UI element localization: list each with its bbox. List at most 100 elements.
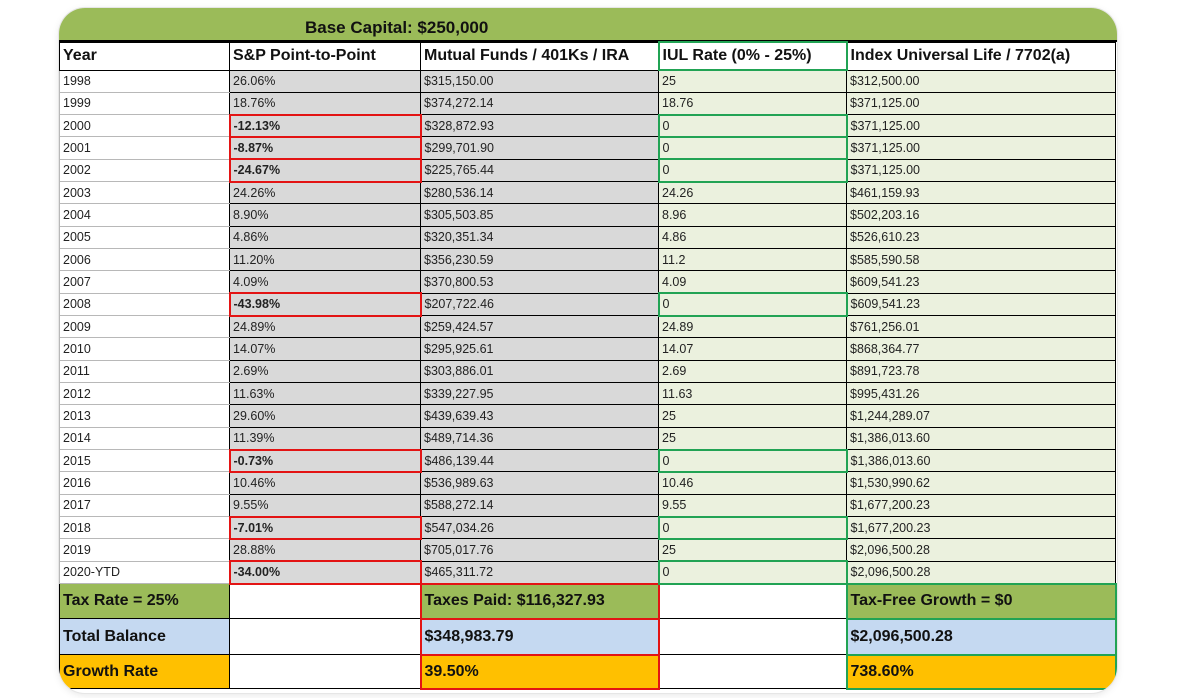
sp-return-cell: 9.55%: [229, 493, 421, 518]
mutual-funds-balance-cell: $299,701.90: [420, 136, 659, 160]
sp-return-cell: -24.67%: [228, 158, 422, 183]
sp-return-cell: 4.09%: [229, 270, 421, 294]
iul-balance-cell: $526,610.23: [846, 225, 1116, 250]
mutual-funds-balance-cell: $465,311.72: [420, 560, 659, 585]
sp-return-cell: 29.60%: [229, 404, 421, 428]
iul-balance-cell: $609,541.23: [846, 292, 1116, 317]
iul-rate-cell: 25: [658, 404, 847, 428]
year-cell: 1998: [59, 69, 230, 93]
year-cell: 2012: [59, 382, 230, 406]
summary-rows: Tax Rate = 25% Taxes Paid: $116,327.93 T…: [59, 582, 1117, 690]
growth-blank-iul-rate: [658, 654, 847, 690]
iul-rate-cell: 24.89: [658, 315, 847, 339]
table-row: 2000 -12.13% $328,872.93 0 $371,125.00: [59, 113, 1116, 138]
iul-rate-cell: 0: [657, 292, 848, 317]
table-row: 2002 -24.67% $225,765.44 0 $371,125.00: [59, 158, 1116, 183]
mutual-funds-balance-cell: $225,765.44: [420, 158, 659, 183]
title-bar: Base Capital: $250,000: [59, 8, 1117, 42]
iul-balance-cell: $371,125.00: [846, 158, 1116, 183]
table-row: 2009 24.89% $259,424.57 24.89 $761,256.01: [59, 315, 1116, 339]
mutual-funds-balance-cell: $339,227.95: [420, 382, 659, 406]
mutual-funds-balance-cell: $259,424.57: [420, 315, 659, 339]
total-balance-row: Total Balance $348,983.79 $2,096,500.28: [59, 617, 1117, 656]
mutual-funds-balance-cell: $705,017.76: [420, 538, 659, 562]
sp-return-cell: -12.13%: [228, 113, 422, 138]
iul-rate-cell: 25: [658, 69, 847, 93]
total-balance-mutual: $348,983.79: [419, 617, 660, 656]
year-cell: 2001: [59, 136, 230, 160]
header-year: Year: [59, 41, 230, 71]
iul-balance-cell: $371,125.00: [846, 114, 1116, 138]
sp-return-cell: 18.76%: [229, 91, 421, 116]
growth-rate-label: Growth Rate: [59, 654, 230, 690]
table-row: 1998 26.06% $315,150.00 25 $312,500.00: [59, 69, 1116, 93]
sp-return-cell: -0.73%: [228, 448, 422, 473]
spreadsheet-card: Base Capital: $250,000 Year S&P Point-to…: [59, 8, 1117, 693]
mutual-funds-balance-cell: $588,272.14: [420, 493, 659, 518]
growth-rate-mutual: 39.50%: [419, 653, 660, 690]
year-rows: 1998 26.06% $315,150.00 25 $312,500.00 1999 18…: [59, 69, 1116, 585]
year-cell: 2005: [59, 225, 230, 250]
mutual-funds-balance-cell: $370,800.53: [420, 270, 659, 294]
table-row: 2014 11.39% $489,714.36 25 $1,386,013.60: [59, 426, 1116, 451]
table-row: 2004 8.90% $305,503.85 8.96 $502,203.16: [59, 203, 1116, 227]
iul-balance-cell: $995,431.26: [846, 382, 1116, 406]
year-cell: 2009: [59, 315, 230, 339]
sp-return-cell: 8.90%: [229, 203, 421, 227]
mutual-funds-balance-cell: $280,536.14: [420, 181, 659, 205]
table-row: 2016 10.46% $536,989.63 10.46 $1,530,990.62: [59, 471, 1116, 495]
iul-rate-cell: 10.46: [658, 471, 847, 495]
tax-blank-iul-rate: [658, 583, 847, 620]
mutual-funds-balance-cell: $547,034.26: [420, 516, 659, 540]
table-row: 2015 -0.73% $486,139.44 0 $1,386,013.60: [59, 448, 1116, 473]
iul-balance-cell: $1,677,200.23: [846, 493, 1116, 518]
table-row: 2019 28.88% $705,017.76 25 $2,096,500.28: [59, 538, 1116, 562]
iul-rate-cell: 0: [657, 515, 848, 540]
header-index-universal-life: Index Universal Life / 7702(a): [846, 41, 1116, 71]
mutual-funds-balance-cell: $374,272.14: [420, 91, 659, 116]
iul-rate-cell: 14.07: [658, 337, 847, 361]
iul-rate-cell: 0: [657, 158, 848, 183]
total-balance-label: Total Balance: [59, 618, 230, 656]
table-row: 2003 24.26% $280,536.14 24.26 $461,159.93: [59, 181, 1116, 205]
mutual-funds-balance-cell: $486,139.44: [420, 449, 659, 473]
total-blank-sp: [229, 618, 421, 656]
iul-rate-cell: 24.26: [658, 181, 847, 205]
mutual-funds-balance-cell: $320,351.34: [420, 225, 659, 250]
sp-return-cell: 10.46%: [229, 471, 421, 495]
table-row: 2006 11.20% $356,230.59 11.2 $585,590.58: [59, 248, 1116, 272]
mutual-funds-balance-cell: $305,503.85: [420, 203, 659, 227]
iul-balance-cell: $461,159.93: [846, 181, 1116, 205]
mutual-funds-balance-cell: $315,150.00: [420, 69, 659, 93]
iul-balance-cell: $1,386,013.60: [846, 449, 1116, 473]
growth-rate-iul: 738.60%: [845, 653, 1117, 690]
iul-rate-cell: 4.86: [658, 225, 847, 250]
iul-rate-cell: 11.2: [658, 248, 847, 272]
sp-return-cell: 24.26%: [229, 181, 421, 205]
year-cell: 1999: [59, 91, 230, 116]
iul-balance-cell: $502,203.16: [846, 203, 1116, 227]
iul-rate-cell: 0: [657, 135, 848, 161]
iul-balance-cell: $1,677,200.23: [846, 516, 1116, 540]
table-row: 2005 4.86% $320,351.34 4.86 $526,610.23: [59, 225, 1116, 250]
iul-rate-cell: 2.69: [658, 359, 847, 384]
iul-balance-cell: $868,364.77: [846, 337, 1116, 361]
year-cell: 2008: [59, 292, 230, 317]
table-row: 2001 -8.87% $299,701.90 0 $371,125.00: [59, 135, 1116, 161]
year-cell: 2017: [59, 493, 230, 518]
sp-return-cell: -8.87%: [228, 135, 422, 161]
table-row: 2012 11.63% $339,227.95 11.63 $995,431.26: [59, 382, 1116, 406]
table-row: 2020-YTD -34.00% $465,311.72 0 $2,096,500.28: [59, 560, 1116, 585]
iul-rate-cell: 25: [658, 538, 847, 562]
year-cell: 2013: [59, 404, 230, 428]
iul-balance-cell: $312,500.00: [846, 69, 1116, 93]
mutual-funds-balance-cell: $295,925.61: [420, 337, 659, 361]
mutual-funds-balance-cell: $303,886.01: [420, 359, 659, 384]
year-cell: 2019: [59, 538, 230, 562]
year-cell: 2020-YTD: [59, 560, 230, 585]
sp-return-cell: 26.06%: [229, 69, 421, 93]
year-cell: 2006: [59, 248, 230, 272]
year-cell: 2016: [59, 471, 230, 495]
table-row: 2007 4.09% $370,800.53 4.09 $609,541.23: [59, 270, 1116, 294]
iul-rate-cell: 8.96: [658, 203, 847, 227]
